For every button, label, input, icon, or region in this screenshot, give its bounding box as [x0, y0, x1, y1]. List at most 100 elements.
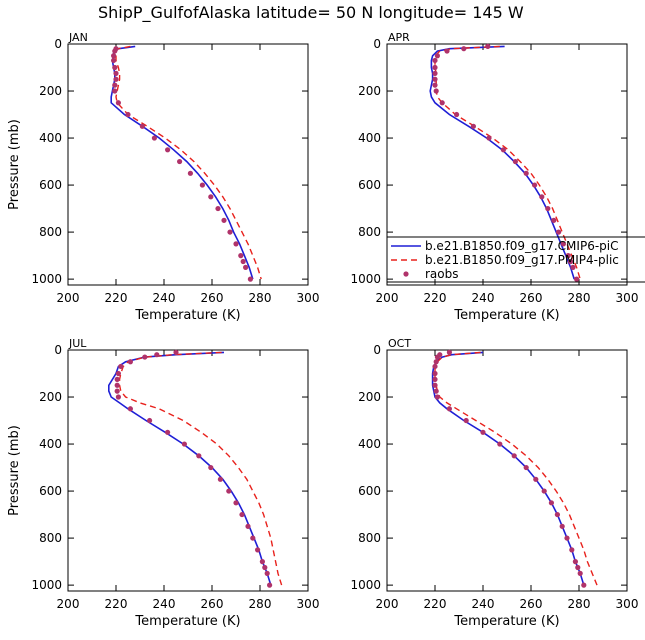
raobs-point [577, 570, 583, 576]
x-axis-label: Temperature (K) [453, 308, 559, 323]
raobs-point [113, 70, 119, 76]
y-tick-label: 200 [358, 390, 381, 404]
raobs-point [432, 370, 438, 377]
y-tick-label: 1000 [31, 578, 62, 592]
raobs-point [165, 429, 171, 435]
raobs-point [115, 394, 121, 400]
raobs-point [208, 194, 214, 200]
raobs-point [559, 523, 565, 529]
series-line-1 [110, 45, 254, 280]
raobs-point [485, 43, 491, 49]
y-tick-label: 600 [358, 178, 381, 192]
y-axis-label: Pressure (mb) [7, 119, 22, 210]
y-tick-label: 200 [39, 84, 62, 98]
y-tick-label: 400 [358, 131, 381, 145]
raobs-point [432, 70, 438, 76]
legend-label: b.e21.B1850.f09_g17.PMIP4-plic [425, 253, 619, 267]
raobs-point [196, 453, 202, 459]
x-tick-label: 300 [297, 597, 320, 611]
x-tick-label: 200 [57, 291, 80, 305]
x-tick-label: 240 [153, 291, 176, 305]
raobs-point [432, 376, 438, 382]
raobs-point [432, 82, 438, 88]
legend-label: raobs [425, 267, 459, 281]
raobs-point [264, 570, 270, 576]
raobs-point [154, 352, 160, 358]
raobs-point [541, 488, 547, 494]
raobs-point [115, 370, 121, 377]
panel-jan: 200 220 240 260 280 300 0 200 400 600 800 1000 Tempe… [7, 31, 319, 323]
x-tick-label: 300 [616, 291, 639, 305]
raobs-point [434, 53, 440, 59]
raobs-point [532, 182, 538, 188]
x-axis-label: Temperature (K) [453, 614, 559, 629]
raobs-point [434, 354, 440, 360]
raobs-point [208, 464, 214, 471]
y-tick-label: 200 [358, 84, 381, 98]
raobs-point [243, 264, 249, 270]
raobs-point [259, 559, 265, 565]
raobs-point [239, 511, 245, 518]
x-tick-label: 220 [105, 291, 128, 305]
raobs-point [245, 523, 251, 529]
raobs-point [432, 64, 438, 71]
raobs-point [560, 241, 567, 247]
raobs-point [221, 217, 227, 223]
raobs-point [118, 363, 124, 370]
y-tick-label: 400 [358, 437, 381, 451]
raobs-point [533, 476, 539, 482]
raobs-point [173, 349, 179, 355]
raobs-point [569, 547, 575, 553]
y-tick-label: 0 [373, 343, 381, 357]
raobs-point [240, 258, 246, 265]
raobs-point [572, 559, 579, 565]
y-tick-label: 400 [39, 131, 62, 145]
y-tick-label: 0 [54, 37, 62, 51]
y-tick-label: 800 [358, 531, 381, 545]
raobs-point [125, 111, 131, 118]
x-tick-label: 280 [568, 597, 591, 611]
raobs-point [470, 123, 476, 129]
raobs-point [115, 100, 121, 106]
series-line-1 [429, 45, 575, 280]
raobs-point [267, 582, 273, 588]
x-tick-label: 280 [249, 597, 272, 611]
y-tick-label: 0 [54, 343, 62, 357]
raobs-point [151, 135, 157, 141]
raobs-point [511, 453, 517, 459]
x-tick-label: 200 [376, 291, 399, 305]
raobs-point [446, 406, 452, 412]
y-axis-label: Pressure (mb) [7, 425, 22, 516]
y-tick-label: 600 [358, 484, 381, 498]
x-tick-label: 280 [249, 291, 272, 305]
plot-frame [386, 349, 628, 592]
x-tick-label: 260 [201, 597, 224, 611]
raobs-point [446, 349, 452, 355]
raobs-point [227, 229, 233, 235]
raobs-point [461, 46, 467, 52]
raobs-point [112, 48, 118, 54]
raobs-point [199, 182, 205, 188]
x-tick-label: 300 [616, 597, 639, 611]
raobs-point [463, 417, 469, 424]
x-tick-label: 260 [520, 597, 543, 611]
raobs-point [114, 376, 120, 382]
x-tick-label: 200 [57, 597, 80, 611]
panel-label: APR [388, 31, 410, 44]
y-tick-label: 200 [39, 390, 62, 404]
plot-frame [67, 349, 309, 592]
raobs-point [512, 158, 519, 165]
series-line-2 [434, 351, 598, 586]
panel-oct: 200 220 240 260 280 300 0 200 400 600 800 1000 Tempe… [350, 337, 638, 629]
raobs-point [111, 57, 117, 64]
raobs-point [233, 500, 239, 506]
x-tick-label: 200 [376, 597, 399, 611]
y-tick-label: 800 [358, 225, 381, 239]
panel-label: JAN [68, 31, 88, 44]
x-tick-label: 260 [520, 291, 543, 305]
y-tick-label: 1000 [350, 272, 381, 286]
raobs-point [262, 564, 268, 571]
legend: b.e21.B1850.f09_g17.CMIP6-piCb.e21.B1850… [387, 236, 645, 283]
raobs-point [444, 48, 450, 54]
